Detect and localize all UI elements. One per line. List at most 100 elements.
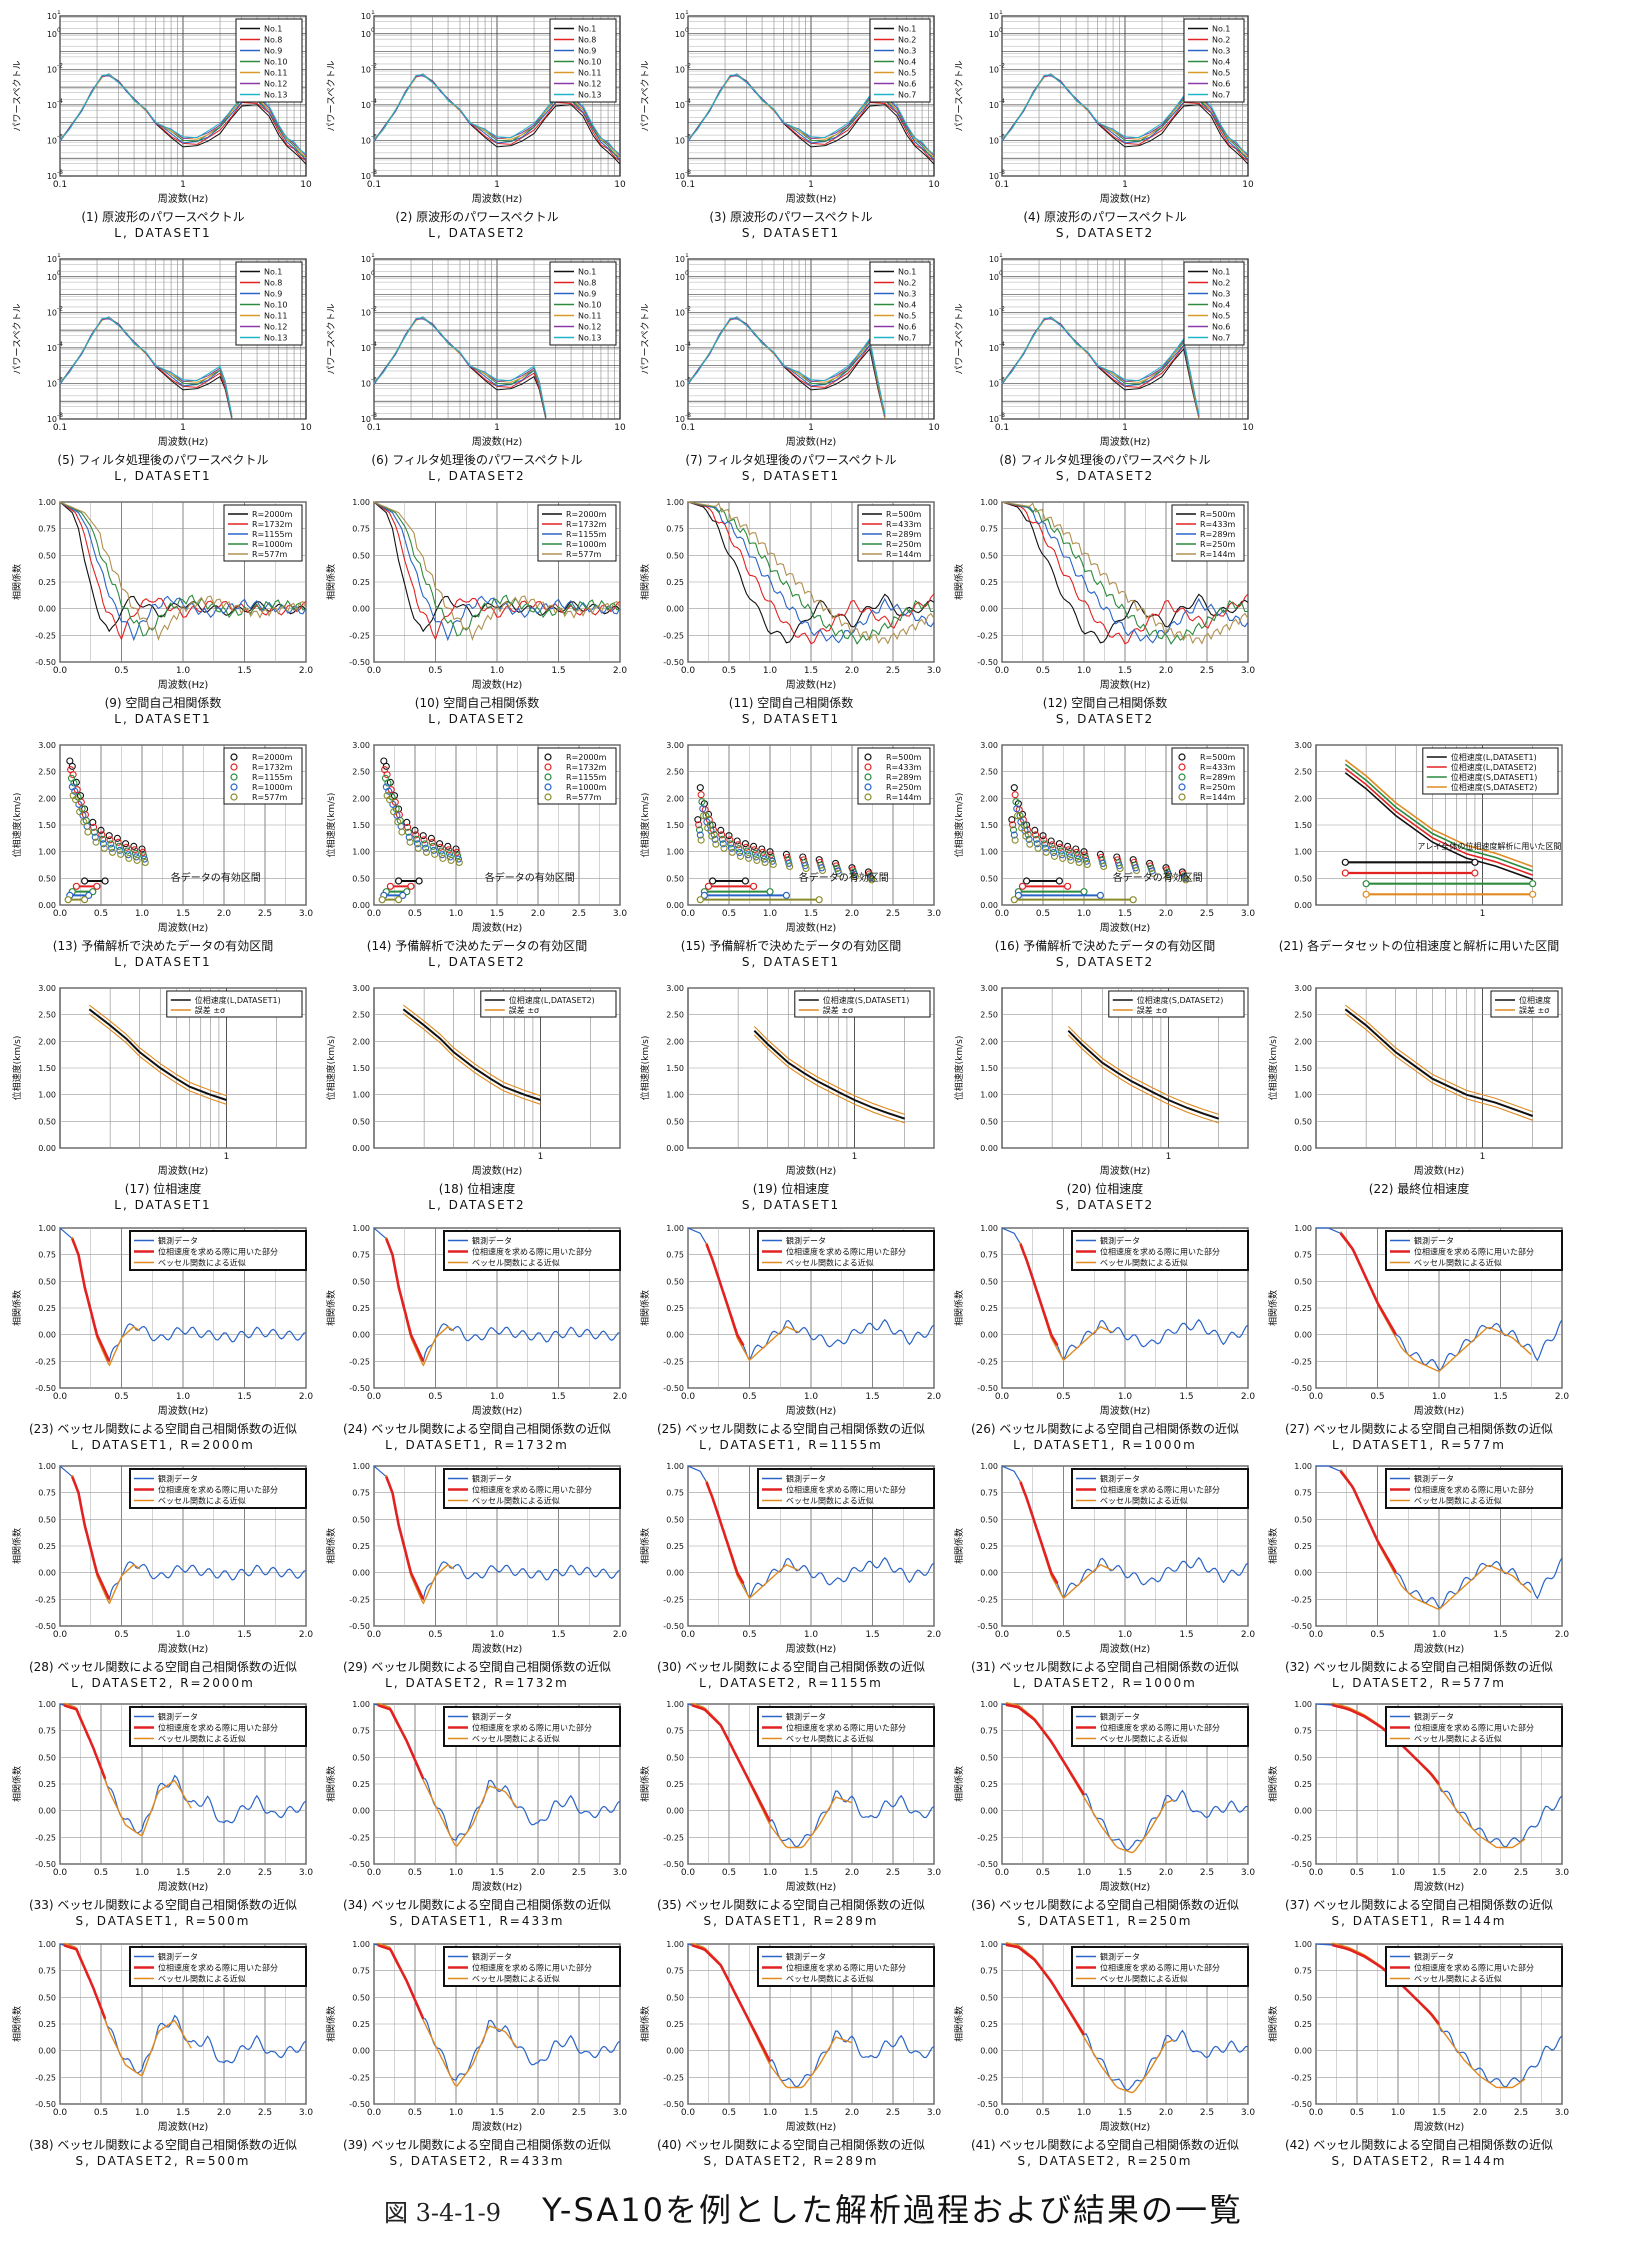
legend-label: ベッセル関数による近似 <box>1414 1974 1502 1984</box>
y-tick-label: 0.75 <box>1294 1727 1312 1736</box>
x-tick-label: 0.5 <box>1350 2108 1364 2118</box>
legend-label: No.13 <box>264 334 287 343</box>
chart-panel-32: 0.0 0.5 1.0 1.5 2.0 -0.50 -0.25 0.00 0.25 0.50 0.7… <box>1264 1460 1574 1696</box>
velocity-marker <box>1055 840 1063 848</box>
x-tick-label: 1.5 <box>176 909 190 919</box>
legend-label: 位相速度を求める際に用いた部分 <box>158 1485 278 1495</box>
x-tick-label: 0.0 <box>367 1868 382 1878</box>
x-tick-label: 10 <box>928 180 940 190</box>
legend-label: 位相速度を求める際に用いた部分 <box>1414 1963 1534 1973</box>
y-tick-label: 1.00 <box>352 1224 370 1233</box>
velocity-marker <box>1050 852 1059 860</box>
legend-box <box>794 990 931 1018</box>
velocity-marker <box>698 798 706 806</box>
legend-label: 観測データ <box>158 1712 198 1722</box>
velocity-marker <box>700 812 708 820</box>
x-tick-label: 0.5 <box>114 1630 128 1640</box>
x-tick-label: 1.0 <box>763 666 778 676</box>
x-tick-label: 1.0 <box>1391 2108 1406 2118</box>
y-tick-label: 1.50 <box>980 821 998 830</box>
interval-end-marker <box>1055 877 1064 885</box>
y-tick-label: 1.00 <box>1294 848 1312 857</box>
chart-subcaption: L, DATASET2 <box>428 955 526 969</box>
y-tick-exponent: -2 <box>999 305 1005 312</box>
x-tick-label: 2.0 <box>1159 909 1174 919</box>
legend-label: No.13 <box>578 91 601 100</box>
x-tick-label: 3.0 <box>927 909 942 919</box>
x-tick-label: 0.0 <box>1309 1868 1324 1878</box>
y-tick-label: 0.00 <box>352 1331 370 1340</box>
velocity-marker <box>420 836 428 844</box>
interval-start-marker <box>72 882 81 890</box>
y-axis-label: 相関係数 <box>11 564 23 600</box>
legend-label: R=1155m <box>252 530 293 539</box>
chart-subcaption: S, DATASET2 <box>1055 1198 1155 1212</box>
x-axis-label: 周波数(Hz) <box>786 2120 837 2133</box>
y-tick-label: 0.75 <box>38 525 56 534</box>
legend-label: R=577m <box>566 550 602 559</box>
chart-20: 1 0.00 0.50 1.00 1.50 2.00 2.50 3.00 周波数(Hz) 位相速度… <box>953 984 1249 1177</box>
y-tick-exponent: -4 <box>57 98 63 105</box>
y-tick-exponent: -2 <box>371 305 377 312</box>
x-tick-label: 0.5 <box>1370 1630 1384 1640</box>
legend-label: No.1 <box>264 268 282 277</box>
chart-29: 0.0 0.5 1.0 1.5 2.0 -0.50 -0.25 0.00 0.25 0.50 0.7… <box>325 1462 627 1655</box>
legend-label: No.9 <box>264 290 282 299</box>
legend-label: R=1732m <box>252 520 293 529</box>
legend-label: No.1 <box>898 25 916 34</box>
velocity-marker <box>140 855 149 863</box>
velocity-marker <box>90 828 98 836</box>
velocity-marker <box>1034 844 1042 852</box>
x-tick-label: 1.0 <box>1432 1630 1447 1640</box>
velocity-marker <box>1100 862 1108 871</box>
legend: No.1 No.8 No.9 No.10 No.11 No.12 No.13 <box>235 18 303 103</box>
y-tick-label: 0.00 <box>980 2047 998 2056</box>
chart-panel-17: 1 0.00 0.50 1.00 1.50 2.00 2.50 3.00 周波数(Hz) 位相速度… <box>8 982 318 1218</box>
legend-label: No.8 <box>578 279 596 288</box>
velocity-marker <box>753 856 761 864</box>
velocity-marker <box>1011 791 1019 799</box>
y-tick-label: 10 <box>989 379 999 388</box>
chart-39: 0.0 0.5 1.0 1.5 2.0 2.5 3.0 -0.50 -0.25 0.00 0.25 0… <box>325 1940 627 2133</box>
y-tick-label: 0.75 <box>666 525 684 534</box>
chart-caption: (39) ベッセル関数による空間自己相関係数の近似 <box>342 2138 612 2152</box>
y-tick-exponent: 1 <box>999 10 1003 16</box>
x-tick-label: 0.5 <box>428 666 442 676</box>
legend-box <box>129 1468 307 1509</box>
y-tick-label: 0.50 <box>352 1753 370 1762</box>
y-tick-label: 1.00 <box>38 848 56 857</box>
chart-panel-8: 0.1 1 10 10 -8 10 -6 10 -4 10 -2 10 0 10 1 周波数(Hz) パワースペ… <box>950 253 1260 489</box>
y-tick-label: -0.50 <box>349 658 370 667</box>
x-axis-label: 周波数(Hz) <box>158 1164 209 1177</box>
chart-34: 0.0 0.5 1.0 1.5 2.0 2.5 3.0 -0.50 -0.25 0.00 0.25 0… <box>325 1700 627 1893</box>
chart-panel-11: 0.0 0.5 1.0 1.5 2.0 2.5 3.0 -0.50 -0.25 0.00 0.25 0… <box>636 496 946 732</box>
legend-label: ベッセル関数による近似 <box>1414 1734 1502 1744</box>
legend-label: No.13 <box>578 334 601 343</box>
y-tick-label: 1.00 <box>666 1224 684 1233</box>
interval-start-marker <box>1018 882 1027 890</box>
chart-caption: (9) 空間自己相関係数 <box>104 696 222 710</box>
velocity-marker <box>697 836 705 844</box>
x-tick-label: 1.0 <box>449 2108 464 2118</box>
y-tick-label: 0.25 <box>352 1304 370 1313</box>
x-tick-label: 0.0 <box>995 2108 1010 2118</box>
legend-box <box>1183 18 1245 103</box>
legend-label: No.10 <box>264 58 287 67</box>
legend-label: 観測データ <box>1100 1236 1140 1246</box>
x-tick-label: 1.5 <box>1432 1868 1446 1878</box>
legend-label: 観測データ <box>158 1952 198 1962</box>
y-tick-label: 3.00 <box>38 741 56 750</box>
y-tick-label: 1.00 <box>1294 1224 1312 1233</box>
velocity-marker <box>1116 864 1124 873</box>
velocity-marker <box>1013 805 1021 813</box>
y-tick-label: 10 <box>675 65 685 74</box>
y-tick-label: 1.00 <box>38 1700 56 1709</box>
y-tick-exponent: -2 <box>685 305 691 312</box>
y-tick-label: -0.50 <box>663 1384 684 1393</box>
y-axis-label: 位相速度(km/s) <box>325 1036 337 1101</box>
error-band-lower <box>1344 1013 1533 1121</box>
legend-label: R=433m <box>886 520 922 529</box>
y-tick-label: 0.75 <box>1294 1489 1312 1498</box>
y-axis-label: 位相速度(km/s) <box>639 1036 651 1101</box>
